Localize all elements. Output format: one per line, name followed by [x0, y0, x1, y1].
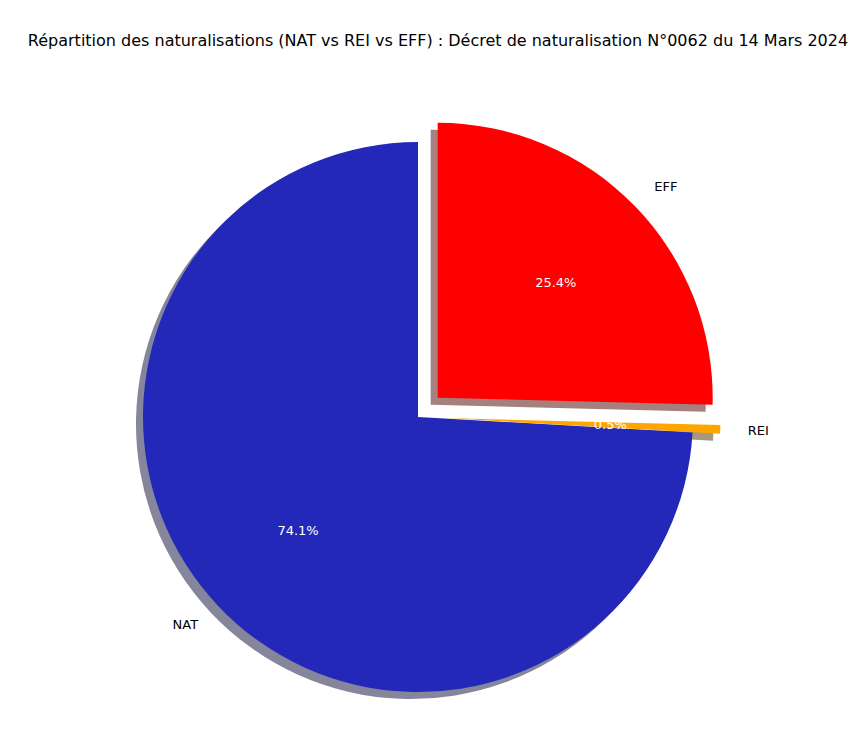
data-label: 0.5% — [594, 417, 627, 432]
slice-label: NAT — [173, 617, 199, 632]
labels: NAT 74.1% REI 0.5% EFF 25.4% — [173, 179, 769, 632]
chart: Répartition des naturalisations (NAT vs … — [0, 0, 866, 733]
slice — [445, 418, 720, 434]
pie — [136, 123, 720, 699]
slice-label: EFF — [654, 179, 677, 194]
data-label: 25.4% — [535, 275, 576, 290]
data-label: 74.1% — [277, 523, 318, 538]
title: Répartition des naturalisations (NAT vs … — [28, 31, 848, 50]
slice-label: REI — [748, 423, 769, 438]
slice — [438, 123, 713, 405]
